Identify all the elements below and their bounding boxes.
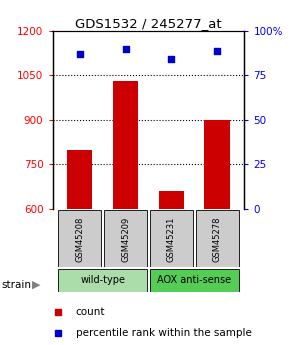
FancyBboxPatch shape [58,210,101,267]
Text: GSM45278: GSM45278 [213,216,222,262]
Point [77,51,82,57]
Text: strain: strain [2,280,31,289]
Point [169,57,174,62]
Bar [205,120,230,209]
FancyBboxPatch shape [150,210,193,267]
FancyBboxPatch shape [58,269,147,292]
FancyBboxPatch shape [150,269,238,292]
Text: wild-type: wild-type [80,275,125,285]
Text: ▶: ▶ [32,280,40,289]
Bar [159,191,184,209]
Text: GSM45231: GSM45231 [167,216,176,262]
Text: count: count [76,307,105,317]
FancyBboxPatch shape [196,210,238,267]
FancyBboxPatch shape [104,210,147,267]
Title: GDS1532 / 245277_at: GDS1532 / 245277_at [75,17,222,30]
Text: percentile rank within the sample: percentile rank within the sample [76,328,251,338]
Point [123,46,128,51]
Point [215,48,220,53]
Text: AOX anti-sense: AOX anti-sense [157,275,231,285]
Text: GSM45208: GSM45208 [75,216,84,262]
Bar [68,149,92,209]
Bar [113,81,138,209]
Text: GSM45209: GSM45209 [121,216,130,262]
